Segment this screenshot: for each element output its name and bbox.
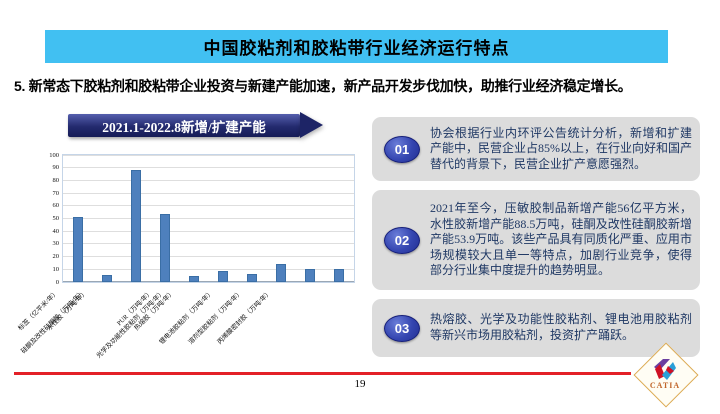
bar bbox=[72, 217, 83, 282]
grid-line bbox=[63, 192, 354, 194]
x-tick-label: 丙烯酸密封胶（万吨/年） bbox=[216, 289, 274, 346]
title-banner: 中国胶粘剂和胶粘带行业经济运行特点 bbox=[45, 30, 668, 63]
y-tick-label: 90 bbox=[52, 164, 60, 172]
grid-line bbox=[63, 218, 354, 219]
logo-text: CATIA bbox=[649, 381, 681, 390]
point-text-3: 热熔胶、光学及功能性胶粘剂、锂电池用胶粘剂等新兴市场用胶粘剂，投资扩产踊跃。 bbox=[430, 312, 692, 342]
bar-chart-plot: 0 10 20 30 40 50 60 70 80 90 100 保护膜/胶粘带（亿平米/年） 标签（亿… bbox=[0, 152, 355, 360]
point-card-3: 03 热熔胶、光学及功能性胶粘剂、锂电池用胶粘剂等新兴市场用胶粘剂，投资扩产踊跃… bbox=[372, 299, 700, 357]
x-tick-label: 保护膜/胶粘带（亿平米/年） bbox=[0, 289, 4, 352]
banner-arrow-icon bbox=[300, 112, 323, 138]
grid-line bbox=[63, 230, 354, 232]
grid-line bbox=[63, 256, 354, 258]
y-tick-label: 100 bbox=[49, 151, 59, 159]
logo-content: CATIA bbox=[631, 340, 699, 408]
point-card-2: 02 2021年至今，压敏胶制品新增产能56亿平方米，水性胶新增产能88.5万吨… bbox=[372, 190, 700, 290]
point-card-1: 01 协会根据行业内环评公告统计分析，新增和扩建产能中，民营企业占85%以上，在… bbox=[372, 117, 700, 181]
point-badge-2: 02 bbox=[384, 226, 420, 254]
catia-emblem-icon bbox=[654, 359, 676, 380]
bar bbox=[305, 269, 316, 282]
x-axis-line bbox=[63, 281, 354, 282]
bar bbox=[247, 273, 258, 282]
bar bbox=[130, 169, 141, 282]
y-tick-label: 70 bbox=[52, 189, 60, 197]
grid-line bbox=[63, 167, 354, 169]
point-badge-1: 01 bbox=[384, 135, 420, 163]
bar bbox=[334, 269, 345, 282]
bar bbox=[218, 270, 229, 282]
grid-line bbox=[63, 154, 354, 156]
point-badge-3: 03 bbox=[384, 314, 420, 342]
point-text-2: 2021年至今，压敏胶制品新增产能56亿平方米，水性胶新增产能88.5万吨，硅酮… bbox=[430, 201, 692, 278]
page-number: 19 bbox=[354, 378, 366, 390]
grid-line bbox=[63, 179, 354, 181]
y-tick-label: 50 bbox=[52, 215, 60, 222]
bar bbox=[101, 275, 112, 282]
y-tick-label: 10 bbox=[52, 265, 60, 273]
y-tick-label: 20 bbox=[52, 253, 60, 261]
bar bbox=[159, 213, 170, 282]
catia-logo: CATIA bbox=[631, 340, 699, 408]
bar bbox=[188, 275, 199, 282]
grid-line bbox=[63, 268, 354, 270]
x-tick-label: 光学及功能性胶粘剂（万吨/年） bbox=[95, 289, 167, 360]
y-tick-label: 60 bbox=[52, 202, 60, 210]
slide-subtitle: 5. 新常态下胶粘剂和胶粘带企业投资与新建产能加速，新产品开发步伐加快，助推行业… bbox=[14, 78, 632, 94]
y-tick-label: 80 bbox=[52, 176, 60, 184]
chart-title-banner: 2021.1-2022.8新增/扩建产能 bbox=[68, 114, 300, 137]
y-tick-label: 0 bbox=[55, 278, 59, 286]
chart-title: 2021.1-2022.8新增/扩建产能 bbox=[102, 119, 266, 135]
bar bbox=[276, 264, 287, 282]
footer-divider bbox=[14, 372, 631, 375]
point-text-1: 协会根据行业内环评公告统计分析，新增和扩建产能中，民营企业占85%以上，在行业向… bbox=[430, 125, 692, 171]
slide-title: 中国胶粘剂和胶粘带行业经济运行特点 bbox=[203, 39, 510, 58]
grid-line bbox=[63, 205, 354, 207]
y-tick-label: 30 bbox=[52, 240, 60, 248]
y-tick-label: 40 bbox=[52, 227, 60, 235]
grid-line bbox=[63, 243, 354, 245]
capacity-chart-section: 2021.1-2022.8新增/扩建产能 0 10 20 30 40 50 60 70 80 90… bbox=[0, 108, 370, 408]
key-points-list: 01 协会根据行业内环评公告统计分析，新增和扩建产能中，民营企业占85%以上，在… bbox=[372, 117, 700, 357]
